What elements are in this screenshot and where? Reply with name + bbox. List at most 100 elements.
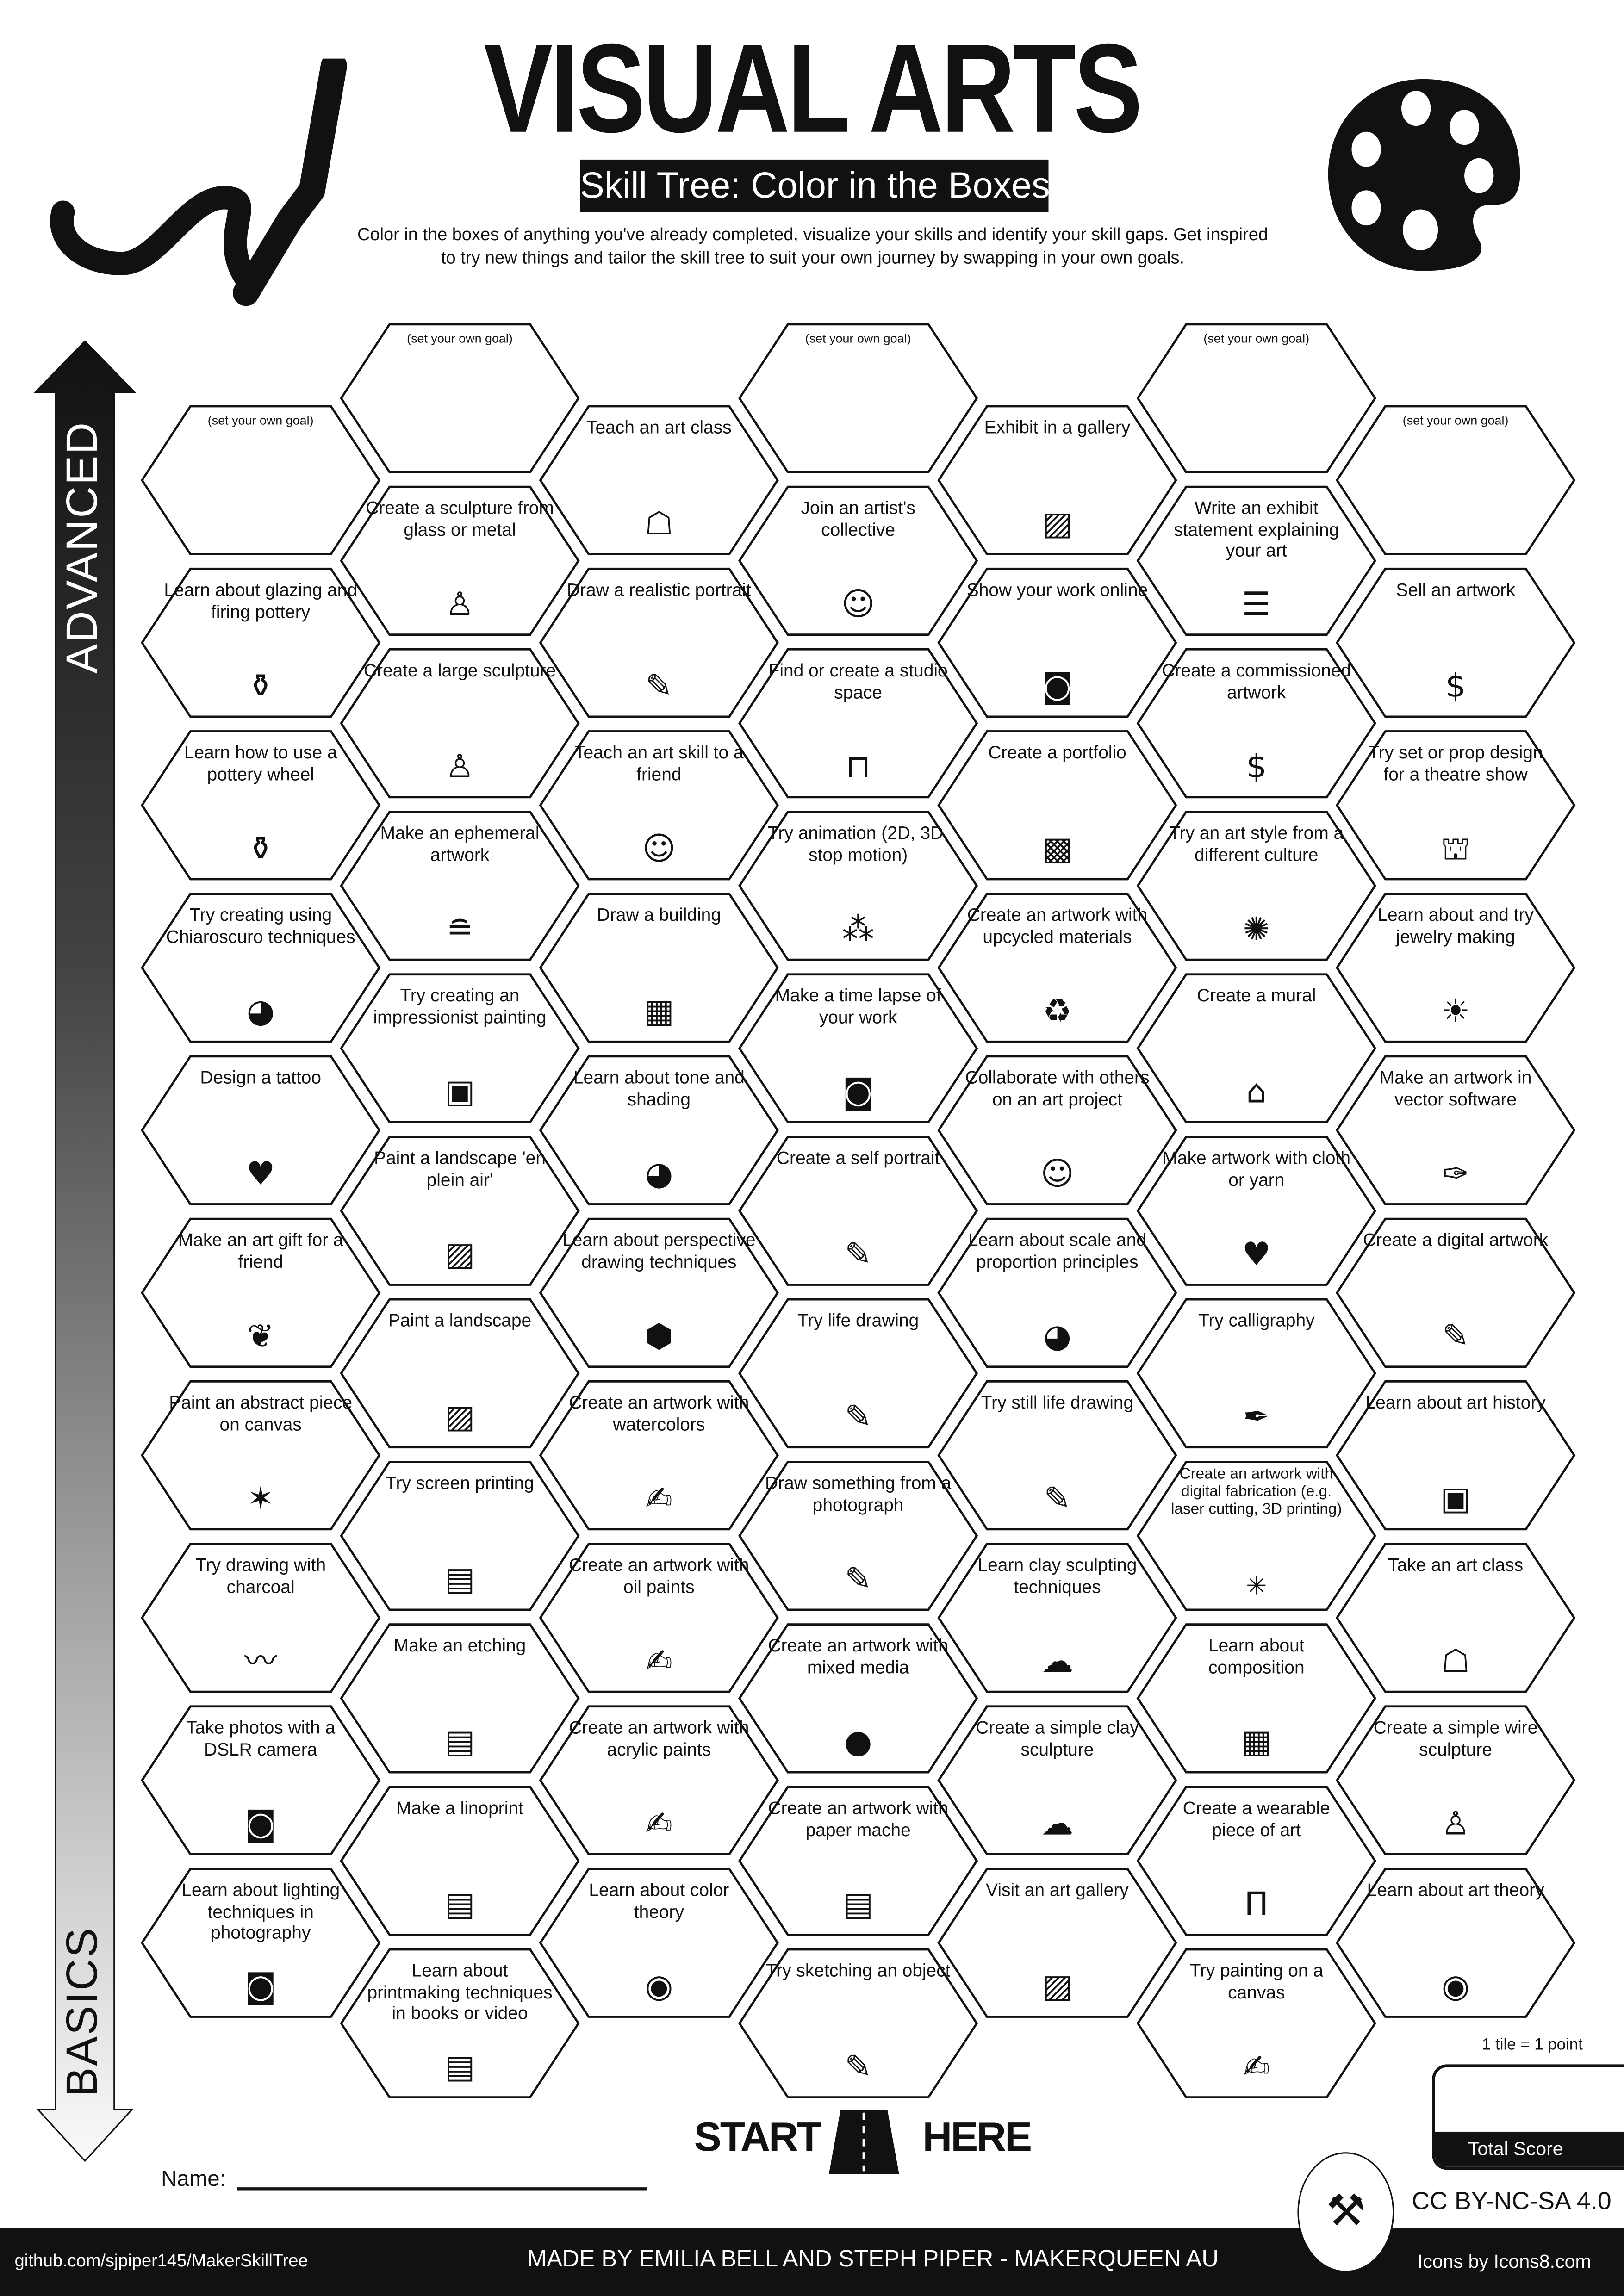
skill-tile[interactable]: Try sketching an object ✎	[738, 1947, 978, 2099]
skill-label: Join an artist's collective	[801, 497, 915, 540]
skill-tile[interactable]: Sell an artwork $	[1335, 567, 1576, 719]
skill-tile[interactable]: Try creating using Chiaroscuro technique…	[141, 892, 381, 1044]
skill-tile[interactable]: Make an etching ▤	[340, 1622, 580, 1775]
skill-tile[interactable]: Teach an art skill to a friend ☺	[539, 729, 779, 881]
skill-tile[interactable]: Take photos with a DSLR camera ◙	[141, 1704, 381, 1856]
skill-tile[interactable]: Try calligraphy ✒	[1136, 1297, 1376, 1449]
skill-tile[interactable]: Create a digital artwork ✎	[1335, 1216, 1576, 1369]
skill-tile[interactable]: Draw something from a photograph ✎	[738, 1460, 978, 1612]
skill-tile[interactable]: Create a simple clay sculpture ☁	[937, 1704, 1177, 1856]
skill-tile[interactable]: Try painting on a canvas ✍	[1136, 1947, 1376, 2099]
hex-outline	[141, 1868, 381, 2018]
skill-tile[interactable]: Learn clay sculpting techniques ☁	[937, 1542, 1177, 1694]
goal-hint: (set your own goal)	[407, 331, 513, 346]
skill-tile[interactable]: Try animation (2D, 3D, stop motion) ⁂	[738, 810, 978, 962]
skill-tile[interactable]: Show your work online ◙	[937, 567, 1177, 719]
skill-tile[interactable]: Learn about and try jewelry making ☀	[1335, 892, 1576, 1044]
hex-outline	[738, 1623, 978, 1774]
hex-outline	[1136, 1948, 1376, 2098]
camera-icon: ◙	[1041, 669, 1073, 706]
github-link[interactable]: github.com/sjpiper145/MakerSkillTree	[14, 2250, 308, 2271]
skill-tile[interactable]: Make a time lapse of your work ◙	[738, 972, 978, 1124]
skill-tile[interactable]: Create a portfolio ▩	[937, 729, 1177, 881]
skill-tile[interactable]: Paint an abstract piece on canvas ✶	[141, 1379, 381, 1532]
hex-outline	[1136, 1136, 1376, 1286]
skill-tile[interactable]: Learn about printmaking techniques in bo…	[340, 1947, 580, 2099]
skill-tile[interactable]: Learn about art theory ◉	[1335, 1867, 1576, 2019]
skill-label: Try creating using Chiaroscuro technique…	[166, 905, 355, 947]
skill-tile[interactable]: Teach an art class ☖	[539, 404, 779, 556]
skill-tile[interactable]: Paint a landscape 'en plein air' ▨	[340, 1135, 580, 1287]
desk-icon: ⊓	[845, 750, 871, 787]
skill-tile[interactable]: Learn about glazing and firing pottery ⚱	[141, 567, 381, 719]
skill-tile[interactable]: Create a commissioned artwork $	[1136, 647, 1376, 800]
skill-tile[interactable]: Try life drawing ✎	[738, 1297, 978, 1449]
skill-tile[interactable]: Try still life drawing ✎	[937, 1379, 1177, 1532]
goal-tile[interactable]: (set your own goal)	[738, 322, 978, 474]
skill-tile[interactable]: Try set or prop design for a theatre sho…	[1335, 729, 1576, 881]
skill-tile[interactable]: Make artwork with cloth or yarn ♥	[1136, 1135, 1376, 1287]
goal-tile[interactable]: (set your own goal)	[1335, 404, 1576, 556]
skill-tile[interactable]: Collaborate with others on an art projec…	[937, 1054, 1177, 1206]
skill-tile[interactable]: Create a self portrait ✎	[738, 1135, 978, 1287]
painting-icon: ▣	[444, 1074, 475, 1111]
skill-tile[interactable]: Create a simple wire sculpture ♙	[1335, 1704, 1576, 1856]
skill-tile[interactable]: Create a large sculpture ♙	[340, 647, 580, 800]
tools-icon: ⚒	[1326, 2186, 1366, 2237]
skill-tile[interactable]: Join an artist's collective ☺	[738, 484, 978, 637]
skill-tile[interactable]: Try drawing with charcoal 〰	[141, 1542, 381, 1694]
skill-tile[interactable]: Draw a realistic portrait ✎	[539, 567, 779, 719]
skill-tile[interactable]: Find or create a studio space ⊓	[738, 647, 978, 800]
skill-tile[interactable]: Create an artwork with watercolors ✍	[539, 1379, 779, 1532]
skill-label: Make artwork with cloth or yarn	[1162, 1148, 1351, 1190]
skill-tile[interactable]: Exhibit in a gallery ▨	[937, 404, 1177, 556]
skill-tile[interactable]: Learn about tone and shading ◕	[539, 1054, 779, 1206]
skill-tile[interactable]: Make an ephemeral artwork ≘	[340, 810, 580, 962]
skill-tile[interactable]: Write an exhibit statement explaining yo…	[1136, 484, 1376, 637]
skill-tile[interactable]: Visit an art gallery ▨	[937, 1867, 1177, 2019]
skill-tile[interactable]: Try creating an impressionist painting ▣	[340, 972, 580, 1124]
goal-tile[interactable]: (set your own goal)	[1136, 322, 1376, 474]
skill-tile[interactable]: Learn about color theory ◉	[539, 1867, 779, 2019]
heart-arrow-icon: ♥	[246, 1156, 275, 1193]
skill-tile[interactable]: Learn how to use a pottery wheel ⚱	[141, 729, 381, 881]
skill-tile[interactable]: Create an artwork with oil paints ✍	[539, 1542, 779, 1694]
hex-outline	[340, 485, 580, 636]
skill-tile[interactable]: Learn about scale and proportion princip…	[937, 1216, 1177, 1369]
clay-icon: ☁	[1041, 1806, 1074, 1843]
skill-tile[interactable]: Learn about perspective drawing techniqu…	[539, 1216, 779, 1369]
skill-tile[interactable]: Paint a landscape ▨	[340, 1297, 580, 1449]
skill-label: Write an exhibit statement explaining yo…	[1174, 497, 1339, 561]
skill-tile[interactable]: Try an art style from a different cultur…	[1136, 810, 1376, 962]
skill-tile[interactable]: Create an artwork with upcycled material…	[937, 892, 1177, 1044]
hex-outline	[1335, 1543, 1576, 1693]
skill-tile[interactable]: Create an artwork with paper mache ▤	[738, 1785, 978, 1937]
skill-tile[interactable]: Create an artwork with acrylic paints ✍	[539, 1704, 779, 1856]
pen-nib-icon: ✒	[1243, 1399, 1270, 1436]
skill-tile[interactable]: Take an art class ☖	[1335, 1542, 1576, 1694]
printer-icon: ▤	[444, 1725, 475, 1762]
goal-tile[interactable]: (set your own goal)	[141, 404, 381, 556]
skill-tile[interactable]: Create a sculpture from glass or metal ♙	[340, 484, 580, 637]
goal-tile[interactable]: (set your own goal)	[340, 322, 580, 474]
skill-tile[interactable]: Make an art gift for a friend ❦	[141, 1216, 381, 1369]
skill-tile[interactable]: Make an artwork in vector software ✑	[1335, 1054, 1576, 1206]
skill-tile[interactable]: Try screen printing ▤	[340, 1460, 580, 1612]
skill-tile[interactable]: Create an artwork with mixed media ●	[738, 1622, 978, 1775]
recycle-icon: ♻	[1043, 994, 1072, 1031]
skill-tile[interactable]: Create a mural ⌂	[1136, 972, 1376, 1124]
skill-tile[interactable]: Create an artwork with digital fabricati…	[1136, 1460, 1376, 1612]
vector-icon: ✑	[1442, 1156, 1469, 1193]
hex-outline	[937, 1380, 1177, 1531]
skill-tile[interactable]: Make a linoprint ▤	[340, 1785, 580, 1937]
skill-label: Create an artwork with watercolors	[569, 1392, 749, 1434]
name-input-line[interactable]	[237, 2187, 647, 2191]
skill-tile[interactable]: Design a tattoo ♥	[141, 1054, 381, 1206]
skill-tile[interactable]: Create a wearable piece of art Π	[1136, 1785, 1376, 1937]
skill-tile[interactable]: Learn about composition ▦	[1136, 1622, 1376, 1775]
skill-tile[interactable]: Learn about lighting techniques in photo…	[141, 1867, 381, 2019]
skill-tile[interactable]: Draw a building ▦	[539, 892, 779, 1044]
skill-tile[interactable]: Learn about art history ▣	[1335, 1379, 1576, 1532]
total-score-box[interactable]: Total Score	[1432, 2064, 1624, 2170]
advanced-label: ADVANCED	[58, 421, 107, 674]
